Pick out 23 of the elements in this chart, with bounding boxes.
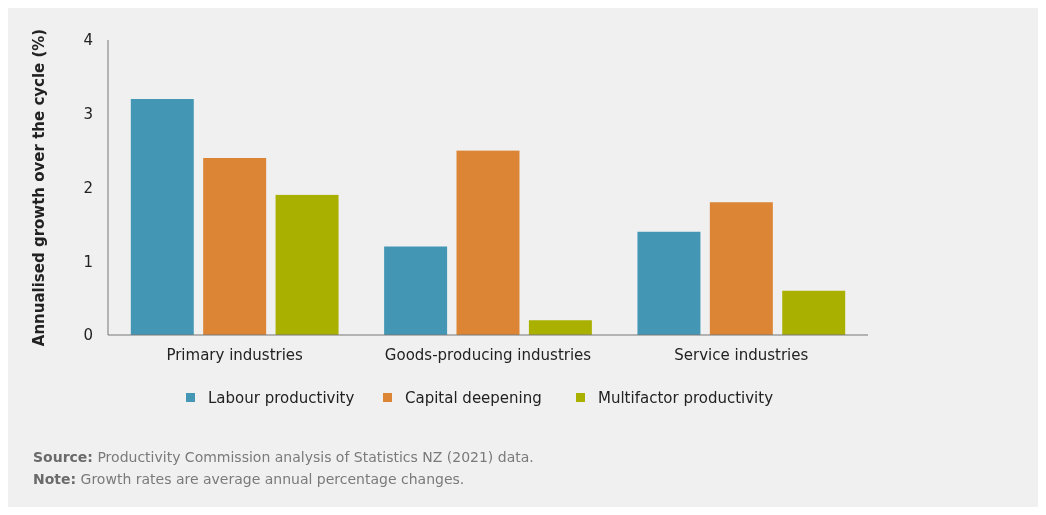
bar bbox=[384, 246, 448, 335]
bar bbox=[709, 202, 773, 335]
y-tick-label: 3 bbox=[83, 105, 93, 123]
x-tick-label: Primary industries bbox=[166, 346, 304, 364]
bar bbox=[782, 290, 846, 335]
legend-label: Capital deepening bbox=[405, 389, 542, 408]
bar bbox=[637, 231, 701, 335]
y-tick-label: 0 bbox=[83, 326, 93, 345]
y-tick-label: 4 bbox=[83, 31, 93, 50]
y-axis-title: Annualised growth over the cycle (%) bbox=[30, 28, 48, 347]
bar bbox=[130, 99, 194, 335]
bar bbox=[456, 150, 520, 335]
text: Note: Growth rates are average annual percentage changes. bbox=[33, 471, 465, 487]
legend-label: Labour productivity bbox=[208, 389, 355, 408]
bar bbox=[203, 158, 267, 335]
source-note: Source: Productivity Commission analysis of Statistics NZ (2021) data. bbox=[33, 449, 534, 465]
bar bbox=[275, 194, 339, 335]
legend-label: Multifactor productivity bbox=[598, 389, 774, 408]
y-tick-label: 2 bbox=[83, 178, 93, 197]
bar bbox=[528, 320, 592, 335]
x-tick-label: Service industries bbox=[674, 346, 809, 364]
y-tick-label: 1 bbox=[83, 252, 93, 271]
x-tick-label: Goods-producing industries bbox=[384, 346, 592, 364]
